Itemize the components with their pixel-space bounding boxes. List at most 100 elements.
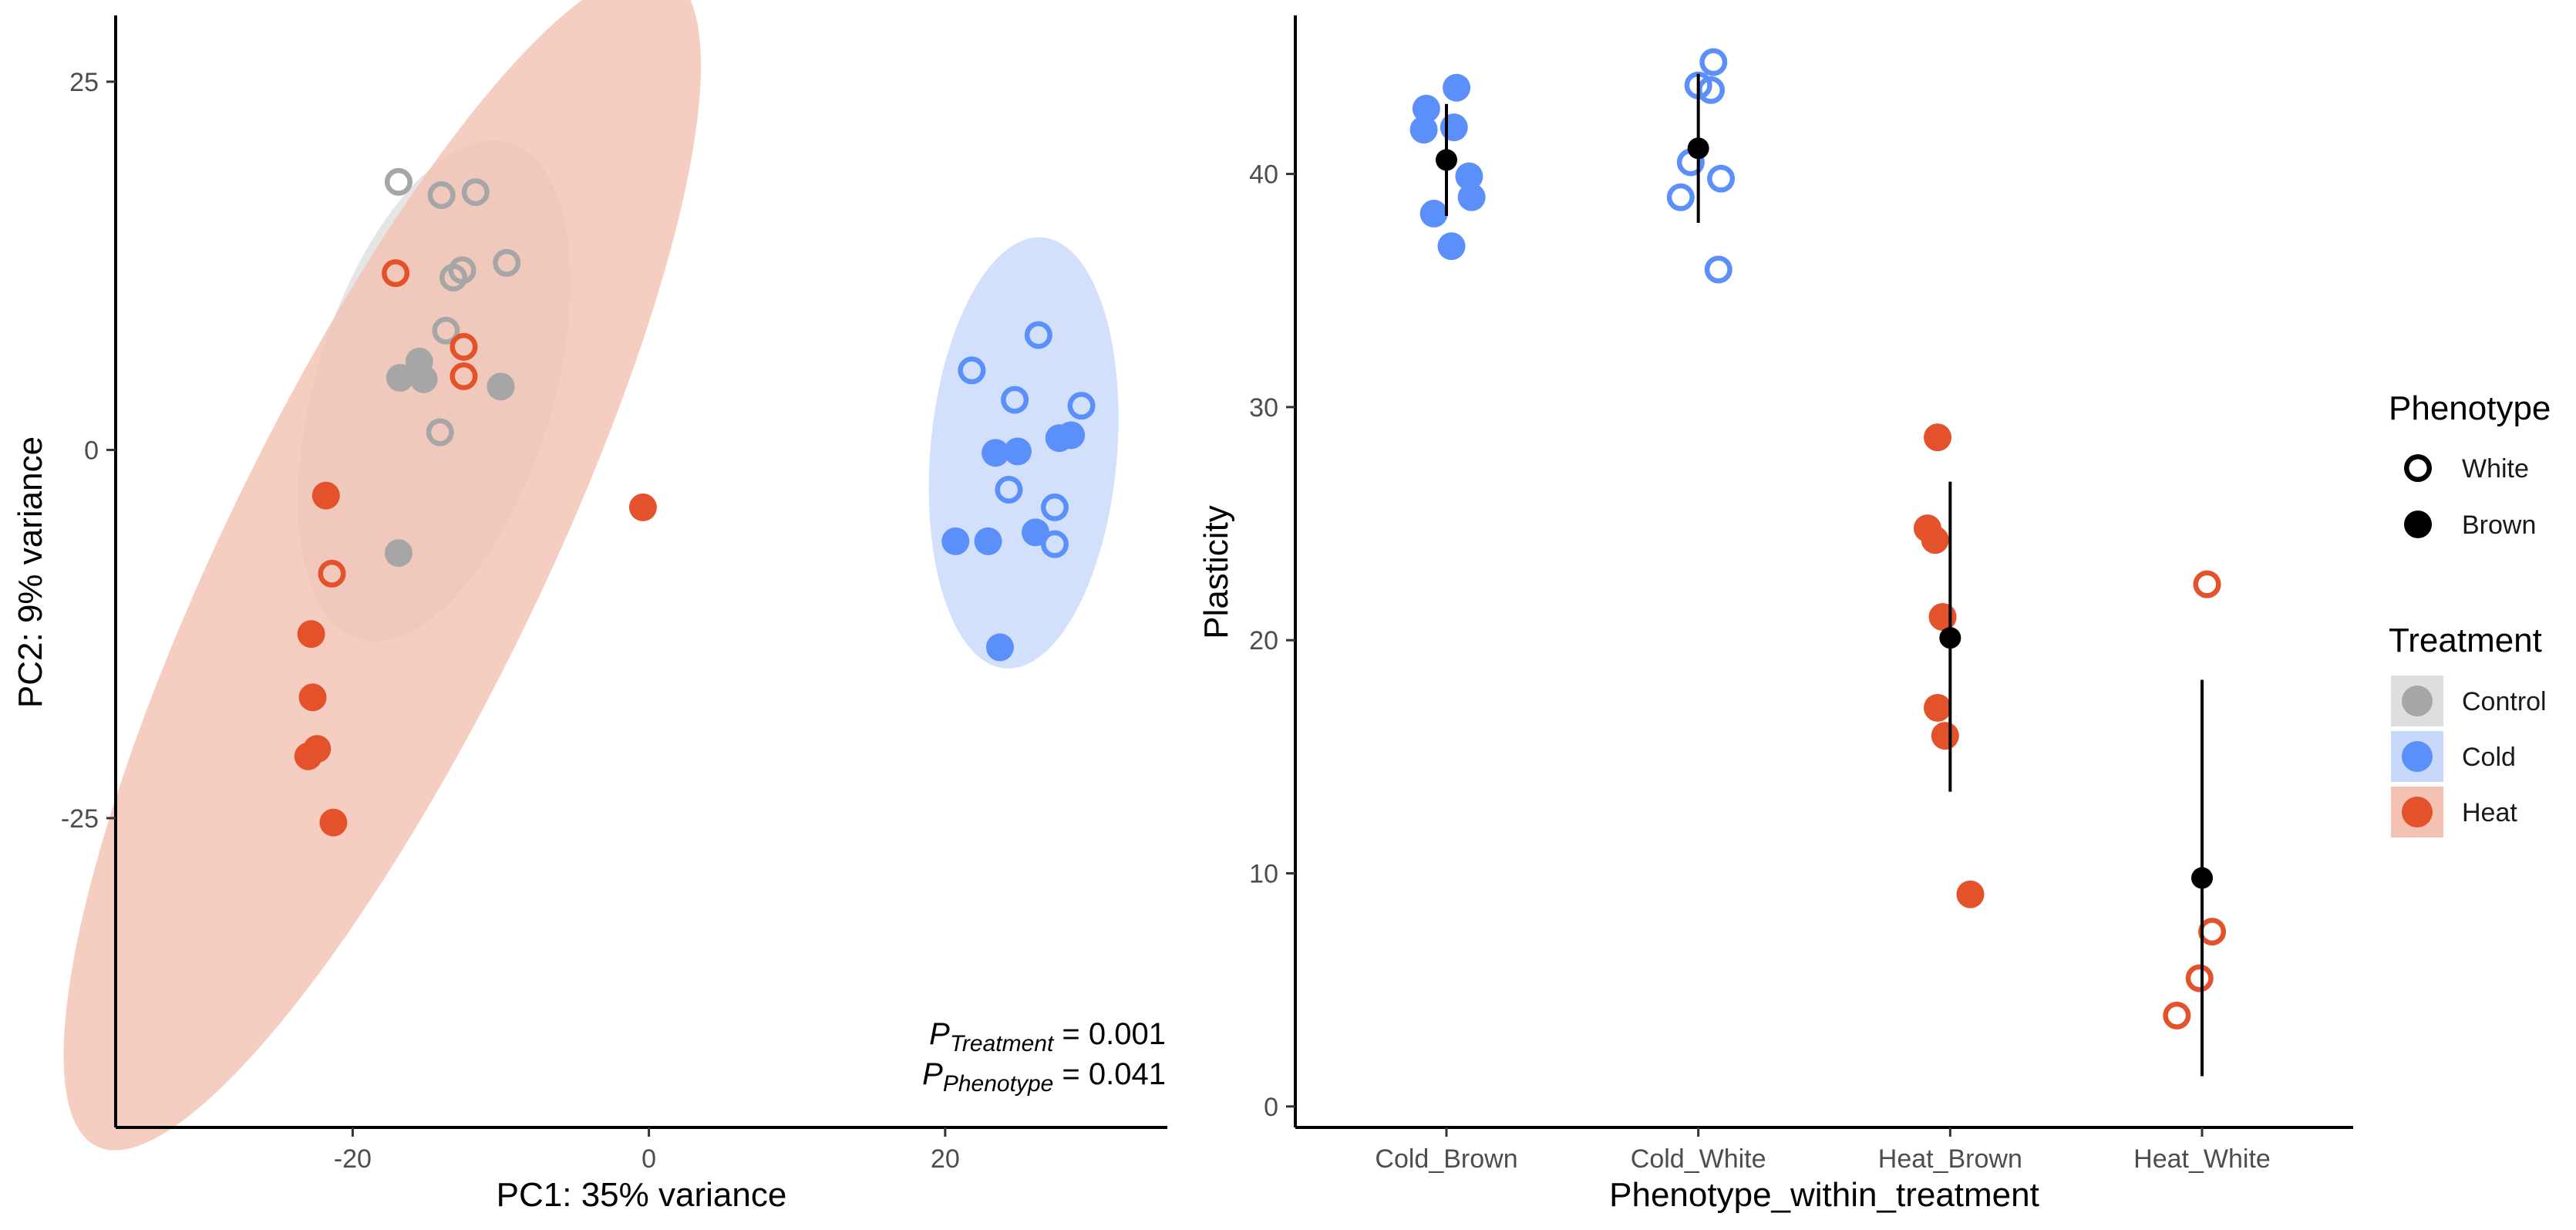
plasticity-point-heat-white [2185,964,2214,992]
pca-point-cold-brown [985,633,1014,662]
pca-point-control-brown [386,363,414,392]
plasticity-point-heat-brown [1924,423,1951,452]
plasticity-y-tick-label: 30 [1249,393,1278,423]
pca-point-heat-brown [294,742,322,770]
p-treatment-annotation: PTreatment = 0.001 [929,1017,1166,1056]
plasticity-point-heat-brown [1928,602,1957,631]
pca-y-tick-label: 25 [69,68,99,97]
pca-point-cold-white [1001,386,1029,414]
pca-point-heat-white [450,362,478,390]
plasticity-x-tick-label: Heat_White [2133,1144,2271,1174]
pca-y-tick-label: -25 [61,804,99,834]
pca-point-cold-white [1040,530,1069,558]
plasticity-point-heat-white [2198,918,2227,946]
plasticity-y-ticks: 0 10 20 30 40 [1249,160,1295,1122]
pca-point-control-brown [409,365,438,393]
pca-point-control-brown [384,539,412,568]
plasticity-point-heat-brown [1924,693,1951,722]
heat-confidence-ellipse [63,0,702,1151]
plasticity-point-heat-brown [1956,880,1985,908]
plasticity-y-tick-label: 40 [1249,160,1278,190]
plasticity-x-tick-label: Cold_White [1631,1144,1766,1174]
pca-panel: -20 0 20 -25 0 25 PC1: 35% variance PC2: 9% … [12,0,1167,1214]
plasticity-points [1409,48,2227,1029]
pca-point-heat-white [318,559,346,588]
plasticity-point-heat-white [2193,570,2221,598]
pca-point-heat-brown [319,808,348,837]
pca-point-cold-white [958,356,986,385]
pca-x-tick-label: 20 [931,1144,960,1174]
pca-point-heat-brown [297,620,325,649]
plasticity-point-cold-white [1707,164,1736,193]
summary-mean-point [2191,867,2213,889]
pca-points [294,167,1096,837]
plasticity-point-cold-white [1699,48,1728,76]
pca-point-cold-brown [1003,437,1032,466]
plasticity-point-cold-brown [1443,73,1471,102]
plasticity-point-cold-brown [1437,232,1466,261]
phenotype-legend-label: White [2462,454,2529,484]
phenotype-legend-key-white [2404,454,2432,482]
treatment-legend-label: Cold [2462,743,2516,772]
pca-point-cold-brown [982,439,1010,467]
pca-point-cold-brown [974,527,1002,555]
pca-point-control-white [432,316,460,345]
plasticity-point-cold-brown [1412,94,1440,123]
treatment-legend-key-control [2402,686,2433,716]
p-treatment-value: = 0.001 [1053,1017,1166,1051]
pca-point-heat-brown [628,493,657,521]
pca-ellipses [63,0,1119,1151]
p-treatment-symbol: P [929,1017,950,1051]
treatment-legend-label: Control [2462,687,2547,716]
plasticity-summary [1436,73,2213,1077]
plasticity-y-axis-title: Plasticity [1197,505,1235,639]
treatment-legend-title: Treatment [2389,622,2542,659]
pca-x-axis-title: PC1: 35% variance [497,1176,787,1214]
treatment-legend-key-heat [2402,797,2433,827]
pca-point-cold-brown [941,527,970,555]
pca-y-tick-label: 0 [84,436,99,465]
plasticity-point-heat-white [2163,1001,2191,1029]
pca-point-control-white [439,263,468,291]
pca-point-cold-white [1024,321,1052,349]
plasticity-point-cold-brown [1457,183,1486,211]
pca-point-heat-white [382,259,410,288]
pca-point-control-white [384,167,412,196]
p-treatment-subscript: Treatment [950,1031,1055,1056]
pca-point-heat-brown [311,481,340,510]
pca-point-control-white [426,418,454,447]
phenotype-legend-items: White Brown [2404,454,2536,540]
plasticity-x-tick-label: Cold_Brown [1375,1144,1517,1174]
pca-point-control-white [493,248,521,277]
pca-point-control-white [427,181,456,210]
pca-point-heat-brown [298,683,327,712]
plasticity-y-tick-label: 0 [1264,1093,1278,1122]
pca-point-cold-brown [1022,518,1050,547]
p-phenotype-symbol: P [922,1057,943,1091]
phenotype-legend-key-brown [2404,511,2432,538]
pca-y-ticks: -25 0 25 [61,68,116,834]
phenotype-legend-title: Phenotype [2389,389,2551,427]
plasticity-point-cold-brown [1419,199,1448,227]
pca-point-heat-white [450,332,478,361]
pca-point-control-white [461,178,490,207]
plasticity-point-heat-brown [1931,722,1959,750]
plasticity-x-axis-title: Phenotype_within_treatment [1609,1176,2039,1214]
plasticity-point-cold-brown [1440,113,1468,142]
summary-mean-point [1687,137,1709,160]
plasticity-y-tick-label: 10 [1249,859,1278,888]
plasticity-point-cold-white [1666,183,1695,211]
p-phenotype-subscript: Phenotype [943,1071,1053,1097]
pca-x-tick-label: 0 [641,1144,656,1174]
pca-x-tick-label: -20 [334,1144,372,1174]
treatment-legend-key-cold [2402,741,2433,772]
pca-point-cold-white [1040,493,1069,521]
phenotype-legend-label: Brown [2462,511,2536,540]
p-phenotype-value: = 0.041 [1053,1057,1166,1091]
pca-point-cold-white [1067,392,1096,420]
plasticity-y-tick-label: 20 [1249,626,1278,655]
pca-y-axis-title: PC2: 9% variance [12,436,49,708]
plasticity-point-cold-brown [1409,116,1438,144]
legend: Phenotype White Brown Treatment Control Co… [2389,389,2551,837]
